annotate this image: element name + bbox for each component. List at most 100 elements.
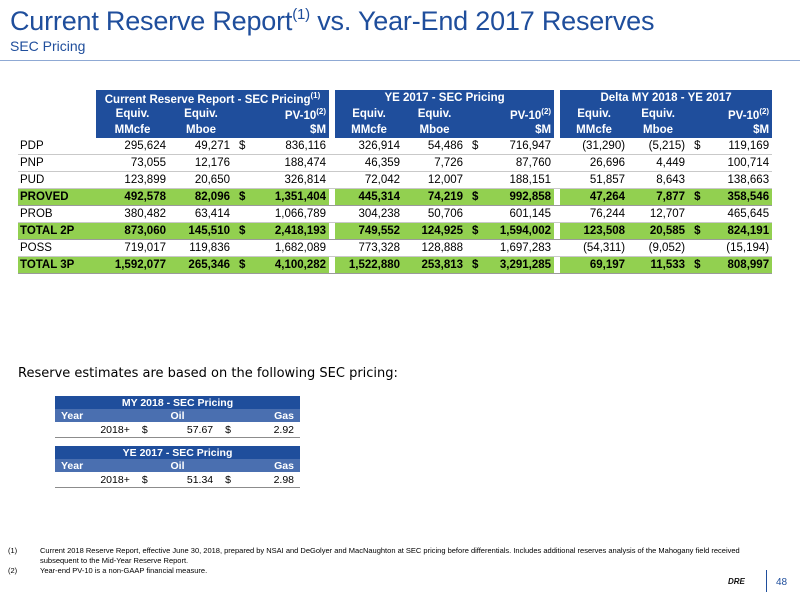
col-header-equiv: Equiv. — [96, 106, 169, 122]
footnotes: (1) Current 2018 Reserve Report, effecti… — [8, 546, 748, 576]
ye2017-mboe-cell: 74,219 — [403, 188, 467, 206]
pricing-table-my2018: MY 2018 - SEC Pricing Year Oil Gas 2018+… — [55, 396, 300, 438]
subtotal-row: TOTAL 2P 873,060 145,510 $2,418,193 749,552 1… — [18, 222, 773, 240]
row-label: PDP — [18, 138, 96, 155]
table-row: PDP 295,624 49,271 $836,116 326,914 54,486 $71… — [18, 138, 773, 155]
current-mboe-cell: 49,271 — [169, 138, 233, 155]
ye2017-pv10-cell: $716,947 — [466, 138, 555, 155]
ye2017-pv10-cell: 87,760 — [466, 154, 555, 172]
col-header-gas: Gas — [219, 409, 300, 422]
ye2017-pv10-cell: 188,151 — [466, 171, 555, 189]
page-title: Current Reserve Report(1) vs. Year-End 2… — [10, 6, 655, 36]
delta-mmcfe-cell: 51,857 — [560, 171, 629, 189]
title-divider — [0, 60, 800, 61]
row-label: TOTAL 2P — [18, 222, 96, 240]
gas-price-cell: $2.92 — [219, 422, 300, 438]
current-pv10-cell: $836,116 — [233, 138, 330, 155]
col-header-mmcfe: MMcfe — [335, 122, 404, 138]
col-header-mmcfe: MMcfe — [96, 122, 169, 138]
col-header-equiv: Equiv. — [335, 106, 404, 122]
col-header-pv10: PV-10(2) — [688, 106, 773, 122]
col-header-year: Year — [55, 409, 136, 422]
ye2017-mmcfe-cell: 72,042 — [335, 171, 404, 189]
ye2017-mboe-cell: 12,007 — [403, 171, 467, 189]
ye2017-mmcfe-cell: 445,314 — [335, 188, 404, 206]
col-header-usd-m: $M — [466, 122, 555, 138]
ye2017-mboe-cell: 50,706 — [403, 205, 467, 223]
table-row: PNP 73,055 12,176 188,474 46,359 7,726 87,760 2… — [18, 154, 773, 172]
current-mboe-cell: 12,176 — [169, 154, 233, 172]
pricing-note: Reserve estimates are based on the follo… — [18, 366, 398, 381]
delta-mmcfe-cell: (54,311) — [560, 239, 629, 257]
table-row: POSS 719,017 119,836 1,682,089 773,328 128,88… — [18, 239, 773, 257]
delta-mboe-cell: 20,585 — [628, 222, 689, 240]
ye2017-mboe-cell: 54,486 — [403, 138, 467, 155]
current-mmcfe-cell: 873,060 — [96, 222, 169, 240]
delta-pv10-cell: $808,997 — [688, 256, 773, 274]
delta-pv10-cell: $824,191 — [688, 222, 773, 240]
col-header-gas: Gas — [219, 459, 300, 472]
current-mboe-cell: 63,414 — [169, 205, 233, 223]
delta-mmcfe-cell: (31,290) — [560, 138, 629, 155]
group-header-current: Current Reserve Report - SEC Pricing(1) — [96, 90, 330, 106]
subtotal-row: TOTAL 3P 1,592,077 265,346 $4,100,282 1,522,… — [18, 256, 773, 274]
row-label: PUD — [18, 171, 96, 189]
delta-mmcfe-cell: 26,696 — [560, 154, 629, 172]
group-header-ye2017: YE 2017 - SEC Pricing — [335, 90, 555, 106]
pricing-table-title: MY 2018 - SEC Pricing — [55, 396, 300, 409]
current-mmcfe-cell: 295,624 — [96, 138, 169, 155]
delta-mboe-cell: 8,643 — [628, 171, 689, 189]
delta-mboe-cell: 12,707 — [628, 205, 689, 223]
current-mmcfe-cell: 719,017 — [96, 239, 169, 257]
col-header-equiv: Equiv. — [403, 106, 467, 122]
delta-pv10-cell: (15,194) — [688, 239, 773, 257]
year-cell: 2018+ — [55, 422, 136, 438]
ye2017-mboe-cell: 7,726 — [403, 154, 467, 172]
current-mboe-cell: 82,096 — [169, 188, 233, 206]
current-mboe-cell: 119,836 — [169, 239, 233, 257]
ye2017-mmcfe-cell: 46,359 — [335, 154, 404, 172]
col-header-mboe: Mboe — [628, 122, 689, 138]
col-header-equiv: Equiv. — [169, 106, 233, 122]
footnote-1: (1) Current 2018 Reserve Report, effecti… — [8, 546, 740, 565]
footer-divider — [766, 570, 767, 592]
delta-mmcfe-cell: 47,264 — [560, 188, 629, 206]
reserves-table: Current Reserve Report - SEC Pricing(1) … — [18, 90, 773, 274]
row-label: POSS — [18, 239, 96, 257]
subtotal-row: PROVED 492,578 82,096 $1,351,404 445,314 74,2… — [18, 188, 773, 206]
row-label: PROVED — [18, 188, 96, 206]
current-mboe-cell: 145,510 — [169, 222, 233, 240]
page-subtitle: SEC Pricing — [10, 38, 86, 54]
ye2017-pv10-cell: $992,858 — [466, 188, 555, 206]
ye2017-mboe-cell: 124,925 — [403, 222, 467, 240]
current-mmcfe-cell: 492,578 — [96, 188, 169, 206]
delta-mboe-cell: (5,215) — [628, 138, 689, 155]
delta-mboe-cell: 7,877 — [628, 188, 689, 206]
col-header-pv10: PV-10(2) — [233, 106, 330, 122]
current-pv10-cell: $2,418,193 — [233, 222, 330, 240]
col-header-mboe: Mboe — [169, 122, 233, 138]
delta-mboe-cell: (9,052) — [628, 239, 689, 257]
ye2017-pv10-cell: $3,291,285 — [466, 256, 555, 274]
year-cell: 2018+ — [55, 472, 136, 488]
delta-pv10-cell: 465,645 — [688, 205, 773, 223]
delta-mboe-cell: 4,449 — [628, 154, 689, 172]
current-pv10-cell: 188,474 — [233, 154, 330, 172]
current-mmcfe-cell: 73,055 — [96, 154, 169, 172]
delta-mmcfe-cell: 123,508 — [560, 222, 629, 240]
current-mmcfe-cell: 123,899 — [96, 171, 169, 189]
col-header-equiv: Equiv. — [560, 106, 629, 122]
delta-pv10-cell: 138,663 — [688, 171, 773, 189]
delta-mmcfe-cell: 76,244 — [560, 205, 629, 223]
current-pv10-cell: $1,351,404 — [233, 188, 330, 206]
current-pv10-cell: 1,682,089 — [233, 239, 330, 257]
current-mboe-cell: 20,650 — [169, 171, 233, 189]
col-header-year: Year — [55, 459, 136, 472]
col-header-mboe: Mboe — [403, 122, 467, 138]
ye2017-pv10-cell: $1,594,002 — [466, 222, 555, 240]
gas-price-cell: $2.98 — [219, 472, 300, 488]
col-header-usd-m: $M — [233, 122, 330, 138]
ye2017-mboe-cell: 128,888 — [403, 239, 467, 257]
oil-price-cell: $57.67 — [135, 422, 220, 438]
ye2017-mmcfe-cell: 1,522,880 — [335, 256, 404, 274]
